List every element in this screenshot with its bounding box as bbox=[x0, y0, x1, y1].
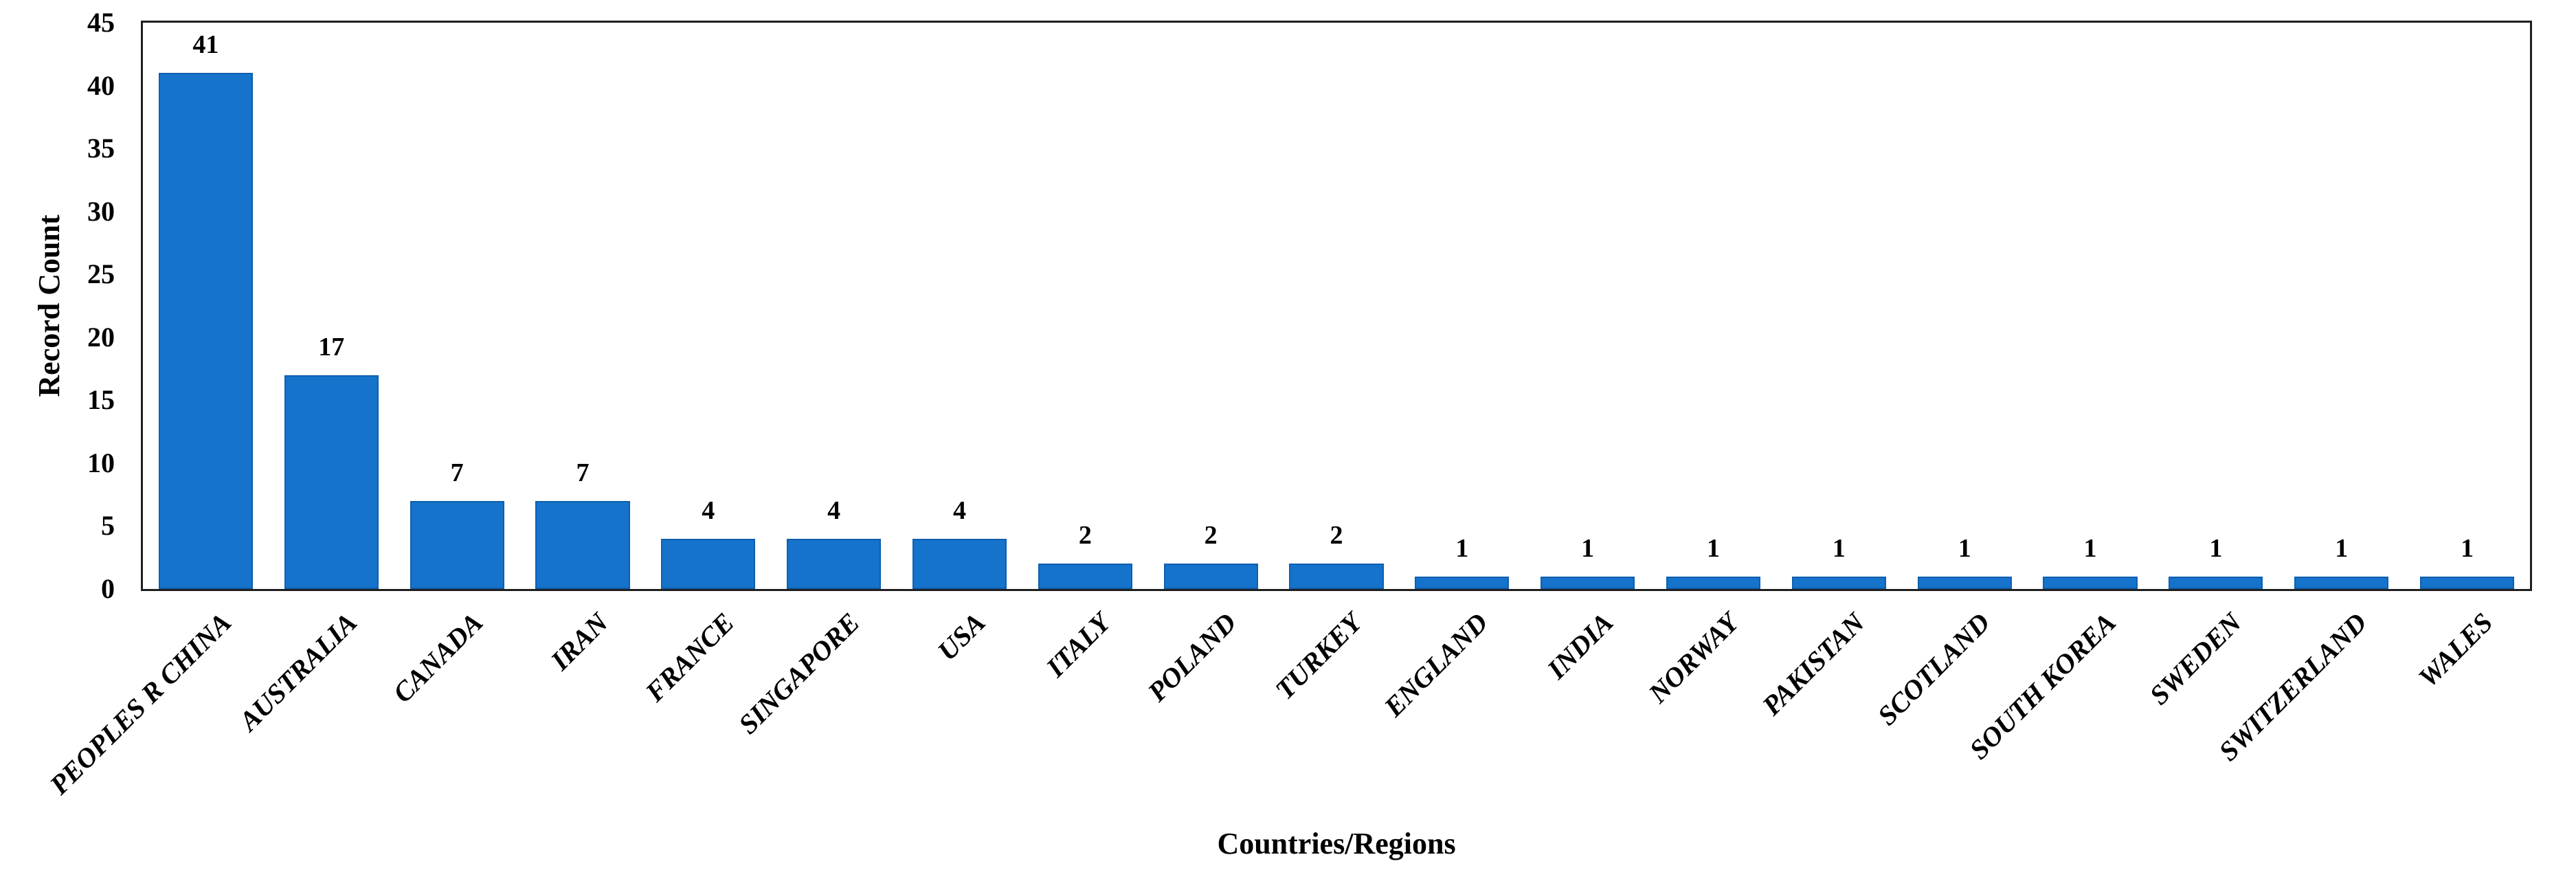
x-tick-label: SWEDEN bbox=[2143, 606, 2248, 711]
y-tick-label: 25 bbox=[87, 258, 115, 290]
bar bbox=[2294, 576, 2389, 589]
x-tick-label: INDIA bbox=[1541, 606, 1620, 685]
bar bbox=[535, 500, 630, 589]
x-axis-title: Countries/Regions bbox=[1217, 827, 1456, 860]
bar bbox=[1541, 576, 1635, 589]
bar bbox=[1666, 576, 1761, 589]
bar-value-label: 1 bbox=[2461, 533, 2474, 563]
bar bbox=[1415, 576, 1510, 589]
bar-value-label: 1 bbox=[1581, 533, 1595, 563]
x-tick-label: ENGLAND bbox=[1378, 606, 1494, 723]
y-tick-label: 0 bbox=[101, 573, 115, 604]
bar bbox=[410, 500, 504, 589]
bar-value-label: 17 bbox=[318, 332, 345, 361]
bar-value-label: 1 bbox=[1832, 533, 1846, 563]
bar-value-label: 4 bbox=[827, 496, 841, 525]
bar bbox=[1791, 576, 1886, 589]
bar-value-label: 7 bbox=[576, 458, 590, 487]
x-tick-label: FRANCE bbox=[638, 606, 740, 708]
x-tick-label: NORWAY bbox=[1642, 606, 1745, 709]
bar bbox=[2043, 576, 2138, 589]
bar-value-label: 4 bbox=[952, 496, 966, 525]
bar bbox=[912, 538, 1007, 589]
x-tick-label: SINGAPORE bbox=[732, 606, 866, 740]
bar-value-label: 7 bbox=[450, 458, 464, 487]
x-tick-label: TURKEY bbox=[1269, 606, 1368, 706]
y-tick-label: 15 bbox=[87, 384, 115, 416]
bar-value-label: 1 bbox=[1455, 533, 1469, 563]
x-tick-label: IRAN bbox=[544, 606, 614, 676]
y-tick-label: 35 bbox=[87, 133, 115, 164]
y-tick-label: 20 bbox=[87, 321, 115, 353]
plot-area bbox=[141, 21, 2532, 591]
x-tick-label: PAKISTAN bbox=[1756, 606, 1871, 722]
y-axis-tick-labels: 0 5 10 15 20 25 30 35 40 45 bbox=[0, 9, 115, 603]
bar bbox=[2420, 576, 2515, 589]
bar-value-label: 2 bbox=[1330, 521, 1343, 550]
bar bbox=[1038, 564, 1132, 589]
x-tick-label: ITALY bbox=[1040, 606, 1117, 683]
bars-layer bbox=[143, 23, 2530, 589]
y-tick-label: 45 bbox=[87, 7, 115, 38]
x-tick-label: CANADA bbox=[386, 606, 489, 709]
bar bbox=[2169, 576, 2263, 589]
bar bbox=[1917, 576, 2012, 589]
bar bbox=[284, 375, 379, 589]
bar bbox=[1289, 564, 1384, 589]
bar-value-label: 2 bbox=[1204, 521, 1218, 550]
bar bbox=[787, 538, 882, 589]
y-tick-label: 10 bbox=[87, 447, 115, 478]
value-labels-layer: 41 17 7 7 4 4 4 2 2 2 1 1 1 1 1 1 1 1 1 bbox=[143, 23, 2530, 589]
bar bbox=[661, 538, 756, 589]
y-tick-label: 30 bbox=[87, 195, 115, 227]
x-tick-label: WALES bbox=[2412, 606, 2499, 693]
y-tick-label: 40 bbox=[87, 69, 115, 101]
x-tick-label: AUSTRALIA bbox=[232, 606, 363, 737]
bar bbox=[1163, 564, 1258, 589]
x-tick-label: SCOTLAND bbox=[1871, 606, 1996, 731]
x-tick-label: USA bbox=[931, 606, 992, 667]
x-tick-label: POLAND bbox=[1141, 606, 1242, 708]
bar-value-label: 2 bbox=[1078, 521, 1092, 550]
bar-value-label: 1 bbox=[1958, 533, 1971, 563]
bar-value-label: 1 bbox=[2335, 533, 2349, 563]
bar-value-label: 1 bbox=[2083, 533, 2097, 563]
bar-value-label: 1 bbox=[1707, 533, 1721, 563]
bar bbox=[158, 73, 253, 589]
bar-value-label: 41 bbox=[192, 30, 219, 60]
bar-value-label: 4 bbox=[702, 496, 715, 525]
y-tick-label: 5 bbox=[101, 510, 115, 542]
x-tick-label: PEOPLES R CHINA bbox=[43, 606, 238, 801]
bar-value-label: 1 bbox=[2209, 533, 2223, 563]
